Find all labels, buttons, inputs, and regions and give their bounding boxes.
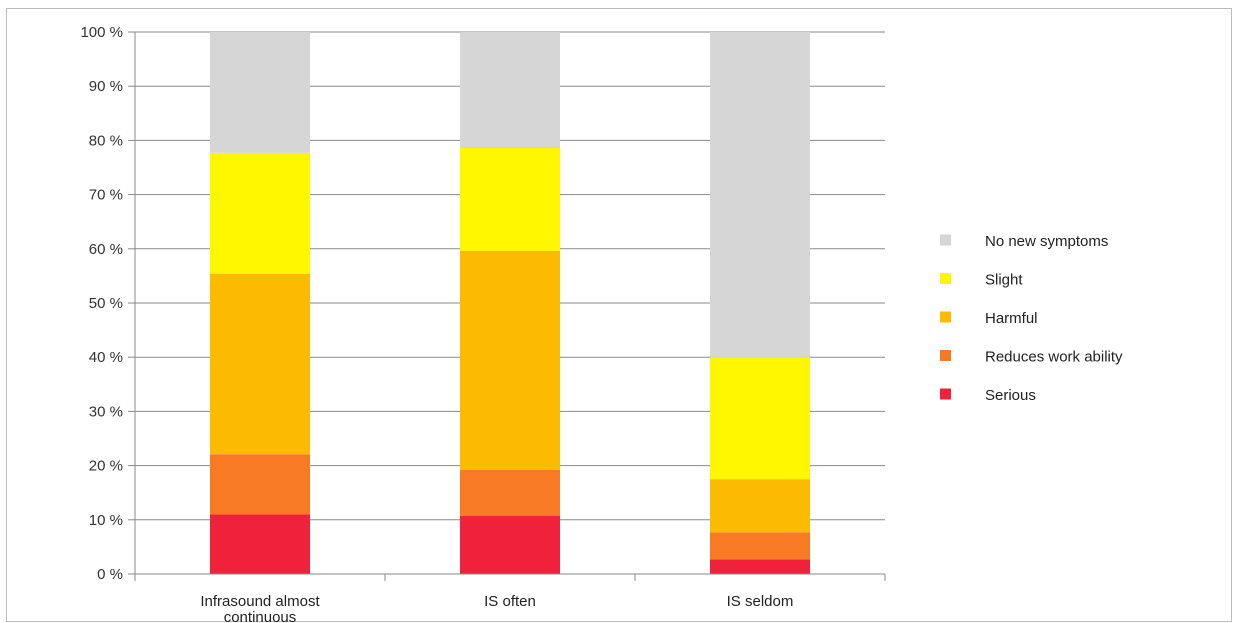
bar-segment-reduces-work-ability (210, 454, 310, 515)
bar-segment-slight (710, 357, 810, 480)
x-category-label: IS seldom (727, 593, 794, 610)
bar-segment-slight (460, 147, 560, 251)
y-tick-label: 0 % (97, 566, 123, 583)
bar-segment-no-new-symptoms (710, 32, 810, 358)
bar-segment-serious (210, 514, 310, 574)
legend-label: Slight (985, 272, 1023, 289)
bar-segment-reduces-work-ability (460, 469, 560, 517)
legend-swatch (940, 273, 951, 284)
x-category-label: IS often (484, 593, 536, 610)
bar-segment-no-new-symptoms (460, 32, 560, 148)
bar-segment-slight (210, 152, 310, 274)
y-tick-label: 40 % (89, 349, 123, 366)
y-tick-label: 50 % (89, 295, 123, 312)
bar-segment-harmful (710, 479, 810, 533)
y-tick-label: 20 % (89, 458, 123, 475)
bar-segment-harmful (210, 273, 310, 455)
bar-segment-no-new-symptoms (210, 32, 310, 153)
y-tick-label: 100 % (80, 24, 123, 41)
y-tick-label: 90 % (89, 78, 123, 95)
y-tick-label: 60 % (89, 241, 123, 258)
legend-swatch (940, 311, 951, 323)
legend-label: Reduces work ability (985, 349, 1123, 366)
bar-segment-serious (460, 516, 560, 574)
bar-segment-harmful (460, 250, 560, 470)
legend-label: Harmful (985, 310, 1038, 327)
y-tick-label: 10 % (89, 512, 123, 529)
legend-label: Serious (985, 387, 1036, 404)
bar-segment-reduces-work-ability (710, 532, 810, 560)
y-tick-label: 80 % (89, 132, 123, 149)
y-tick-label: 70 % (89, 187, 123, 204)
y-tick-label: 30 % (89, 403, 123, 420)
x-category-label: Infrasound almost continuous (200, 593, 320, 623)
legend-label: No new symptoms (985, 233, 1108, 250)
legend-swatch (940, 388, 951, 400)
legend-swatch (940, 234, 951, 246)
legend-swatch (940, 350, 951, 361)
bar-segment-serious (710, 559, 810, 574)
